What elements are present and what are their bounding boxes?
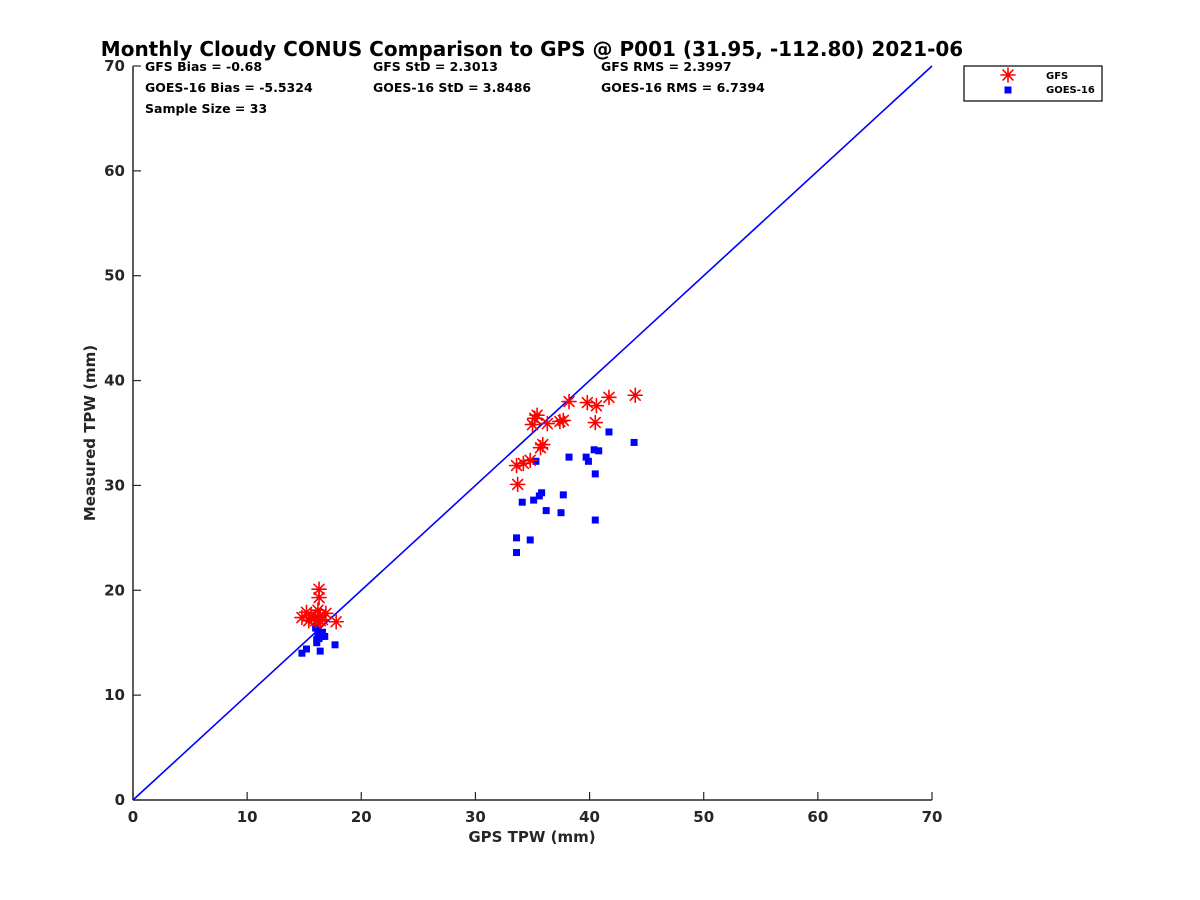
gfs-point — [555, 412, 572, 429]
gfs-std-text: GFS StD = 2.3013 — [373, 59, 498, 74]
x-tick-label: 0 — [128, 808, 138, 826]
y-axis-label: Measured TPW (mm) — [81, 345, 99, 521]
goes16-point — [298, 649, 306, 657]
goes-rms-text: GOES-16 RMS = 6.7394 — [601, 80, 765, 95]
goes-bias-text: GOES-16 Bias = -5.5324 — [145, 80, 313, 95]
legend-goes-marker — [1004, 86, 1012, 94]
gfs-point — [534, 436, 551, 453]
goes16-point — [595, 447, 603, 455]
goes16-point — [530, 496, 538, 504]
gfs-point — [579, 394, 596, 411]
y-tick-label: 30 — [104, 476, 125, 494]
y-tick-label: 10 — [104, 686, 125, 704]
gfs-point — [509, 476, 526, 493]
y-tick-label: 60 — [104, 162, 125, 180]
goes16-point — [542, 507, 550, 515]
reference-line-layer — [132, 65, 933, 801]
legend-goes-label: GOES-16 — [1046, 85, 1095, 96]
y-tick-label: 0 — [115, 791, 125, 809]
x-tick-label: 10 — [237, 808, 258, 826]
gfs-point — [627, 387, 644, 404]
goes16-point — [591, 470, 599, 478]
legend-box — [963, 65, 1103, 102]
goes16-series — [298, 428, 638, 657]
goes16-point — [630, 438, 638, 446]
gfs-point — [311, 589, 327, 606]
gfs-series — [294, 387, 644, 630]
plot-axes: 0 10 20 30 40 50 60 70 0 10 20 30 40 50 60 70 — [104, 57, 942, 826]
x-tick-label: 20 — [351, 808, 372, 826]
goes16-point — [532, 457, 540, 465]
legend: GFS GOES-16 — [963, 65, 1103, 102]
x-tick-label: 30 — [465, 808, 486, 826]
legend-gfs-label: GFS — [1046, 71, 1068, 82]
x-tick-label: 40 — [579, 808, 600, 826]
sample-size-text: Sample Size = 33 — [145, 101, 267, 116]
goes16-point — [316, 647, 324, 655]
goes16-point — [318, 628, 326, 636]
x-tick-label: 50 — [693, 808, 714, 826]
gfs-point — [601, 389, 617, 406]
legend-goes-square — [1004, 86, 1012, 94]
gfs-point — [588, 397, 605, 414]
one-to-one-line — [132, 65, 933, 801]
gfs-rms-text: GFS RMS = 2.3997 — [601, 59, 732, 74]
legend-gfs-asterisk — [1000, 67, 1016, 83]
y-tick-label: 20 — [104, 581, 125, 599]
goes16-point — [584, 457, 592, 465]
goes16-point — [321, 632, 329, 640]
goes16-point — [590, 446, 598, 454]
gfs-point — [328, 613, 344, 630]
goes16-point — [582, 453, 590, 461]
goes16-point — [526, 536, 534, 544]
y-tick-label: 70 — [104, 57, 125, 75]
goes16-point — [513, 549, 521, 557]
chart-title: Monthly Cloudy CONUS Comparison to GPS @… — [101, 37, 963, 61]
goes16-point — [513, 534, 521, 542]
goes16-point — [605, 428, 613, 436]
gfs-point — [587, 414, 604, 431]
goes16-point — [314, 626, 322, 634]
legend-gfs-marker — [1000, 67, 1016, 83]
goes16-point — [302, 645, 310, 653]
gfs-bias-text: GFS Bias = -0.68 — [145, 59, 262, 74]
series-layer — [294, 387, 644, 657]
goes-std-text: GOES-16 StD = 3.8486 — [373, 80, 531, 95]
gfs-point — [318, 605, 334, 622]
x-tick-label: 70 — [922, 808, 943, 826]
goes16-point — [559, 491, 567, 499]
x-axis-label: GPS TPW (mm) — [468, 828, 595, 846]
gfs-point — [522, 452, 539, 469]
gfs-point — [508, 457, 525, 474]
gfs-point — [311, 581, 327, 598]
goes16-point — [538, 489, 546, 497]
goes16-point — [313, 636, 321, 644]
gfs-point — [539, 415, 556, 432]
goes16-point — [565, 453, 573, 461]
gfs-point — [561, 393, 577, 410]
goes16-point — [331, 641, 339, 649]
y-tick-label: 40 — [104, 372, 125, 390]
y-tick-label: 50 — [104, 267, 125, 285]
goes16-point — [518, 498, 526, 506]
gfs-point — [529, 407, 545, 423]
x-tick-label: 60 — [807, 808, 828, 826]
goes16-point — [557, 509, 565, 517]
goes16-point — [591, 516, 599, 524]
